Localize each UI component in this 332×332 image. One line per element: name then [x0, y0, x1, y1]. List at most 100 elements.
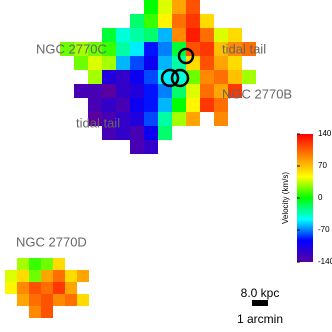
velocity-cell	[130, 70, 144, 84]
velocity-cell	[29, 258, 41, 270]
velocity-cell	[172, 42, 186, 56]
velocity-cell	[214, 112, 228, 126]
velocity-cell	[144, 0, 158, 14]
scale-label: 8.0 kpc	[241, 286, 280, 300]
maps	[5, 0, 256, 318]
velocity-cell	[228, 84, 242, 98]
velocity-cell	[200, 14, 214, 28]
velocity-cell	[200, 42, 214, 56]
marker	[177, 47, 195, 65]
velocity-cell	[158, 28, 172, 42]
velocity-cell	[186, 28, 200, 42]
velocity-cell	[186, 70, 200, 84]
velocity-cell	[200, 56, 214, 70]
velocity-cell	[214, 84, 228, 98]
velocity-cell	[214, 98, 228, 112]
velocity-cell	[172, 14, 186, 28]
velocity-cell	[116, 70, 130, 84]
velocity-cell	[186, 14, 200, 28]
velocity-cell	[17, 294, 29, 306]
velocity-cell	[242, 42, 256, 56]
velocity-cell	[116, 126, 130, 140]
velocity-cell	[158, 112, 172, 126]
velocity-cell	[53, 270, 65, 282]
annotation: tidal tail	[222, 41, 266, 56]
velocity-cell	[214, 70, 228, 84]
velocity-cell	[144, 140, 158, 154]
velocity-cell	[116, 28, 130, 42]
velocity-cell	[130, 112, 144, 126]
velocity-cell	[228, 28, 242, 42]
velocity-cell	[144, 28, 158, 42]
velocity-cell	[88, 70, 102, 84]
velocity-cell	[200, 28, 214, 42]
velocity-cell	[17, 270, 29, 282]
velocity-cell	[242, 70, 256, 84]
velocity-cell	[102, 84, 116, 98]
velocity-cell	[29, 306, 41, 318]
scale-label: 1 arcmin	[237, 312, 283, 326]
velocity-cell	[158, 42, 172, 56]
velocity-cell	[228, 42, 242, 56]
velocity-cell	[158, 56, 172, 70]
velocity-cell	[88, 84, 102, 98]
marker	[160, 68, 180, 88]
velocity-cell	[41, 306, 53, 318]
colorbar-tick-label: 0	[318, 193, 323, 202]
velocity-cell	[77, 270, 89, 282]
velocity-cell	[214, 28, 228, 42]
velocity-cell	[130, 140, 144, 154]
velocity-cell	[186, 56, 200, 70]
velocity-cell	[130, 14, 144, 28]
velocity-cell	[186, 0, 200, 14]
velocity-cell	[116, 42, 130, 56]
colorbar-tick-label: -70	[318, 225, 330, 234]
velocity-cell	[88, 42, 102, 56]
velocity-cell	[29, 270, 41, 282]
annotation: NGC 2770C	[36, 41, 107, 56]
velocity-cell	[158, 14, 172, 28]
colorbar	[297, 134, 313, 262]
velocity-cell	[102, 98, 116, 112]
velocity-cell	[17, 258, 29, 270]
velocity-cell	[77, 294, 89, 306]
velocity-cell	[65, 270, 77, 282]
velocity-cell	[102, 28, 116, 42]
velocity-cell	[5, 282, 17, 294]
velocity-cell	[102, 42, 116, 56]
velocity-cell	[158, 0, 172, 14]
velocity-cell	[144, 14, 158, 28]
velocity-cell	[172, 56, 186, 70]
velocity-cell	[172, 98, 186, 112]
velocity-cell	[172, 28, 186, 42]
velocity-cell	[130, 28, 144, 42]
velocity-cell	[144, 126, 158, 140]
velocity-cell	[172, 0, 186, 14]
velocity-cell	[200, 98, 214, 112]
velocity-cell	[53, 294, 65, 306]
velocity-cell	[65, 294, 77, 306]
velocity-cell	[186, 112, 200, 126]
velocity-cell	[172, 84, 186, 98]
velocity-cell	[102, 56, 116, 70]
colorbar-tick-label: 70	[318, 161, 327, 170]
velocity-cell	[102, 70, 116, 84]
velocity-cell	[228, 70, 242, 84]
velocity-cell	[65, 282, 77, 294]
velocity-cell	[186, 98, 200, 112]
velocity-cell	[158, 98, 172, 112]
velocity-cell	[144, 70, 158, 84]
colorbar-tick-label: -140	[318, 257, 332, 266]
velocity-cell	[130, 98, 144, 112]
colorbar-label: Velocity (km/s)	[281, 172, 290, 224]
velocity-cell	[144, 98, 158, 112]
velocity-cell	[41, 294, 53, 306]
velocity-cell	[158, 84, 172, 98]
velocity-cell	[88, 56, 102, 70]
velocity-cell	[60, 42, 74, 56]
colorbar-tick-label: 140	[318, 129, 332, 138]
velocity-cell	[102, 112, 116, 126]
velocity-cell	[130, 126, 144, 140]
velocity-cell	[29, 282, 41, 294]
